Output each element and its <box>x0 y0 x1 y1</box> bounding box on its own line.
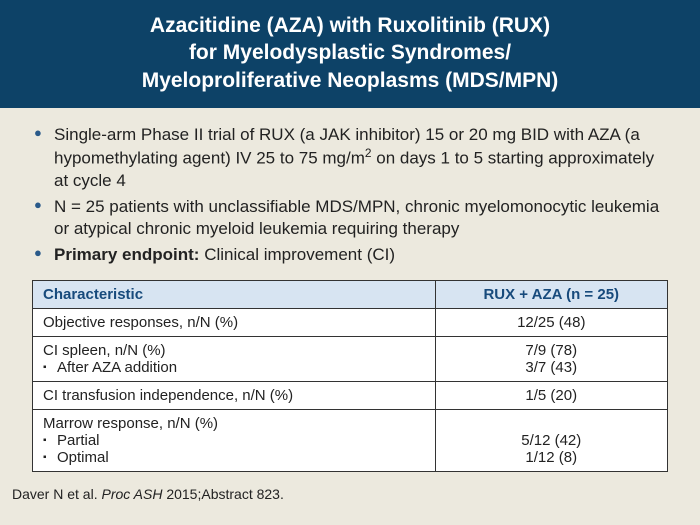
bullet-2-text: N = 25 patients with unclassifiable MDS/… <box>54 197 659 238</box>
cell-value-line: 3/7 (43) <box>525 359 577 376</box>
table-cell-characteristic: Objective responses, n/N (%) <box>33 309 436 337</box>
table-cell-value: 7/9 (78)3/7 (43) <box>435 337 667 382</box>
bullet-2: N = 25 patients with unclassifiable MDS/… <box>32 196 668 240</box>
cell-value-line: 7/9 (78) <box>525 342 577 359</box>
citation-author: Daver N et al. <box>12 486 101 502</box>
table-cell-characteristic: CI spleen, n/N (%)After AZA addition <box>33 337 436 382</box>
table-header-row: Characteristic RUX + AZA (n = 25) <box>33 281 668 309</box>
cell-value-line: 12/25 (48) <box>517 314 585 331</box>
cell-sub-text: Partial <box>43 432 425 449</box>
cell-value-line: 5/12 (42) <box>521 432 581 449</box>
title-line-2: for Myelodysplastic Syndromes/ <box>189 41 511 64</box>
cell-main-text: CI spleen, n/N (%) <box>43 342 166 359</box>
table-cell-value: 1/5 (20) <box>435 382 667 410</box>
table-header-group: RUX + AZA (n = 25) <box>435 281 667 309</box>
cell-sub-text: Optimal <box>43 449 425 466</box>
cell-main-text: Marrow response, n/N (%) <box>43 415 218 432</box>
title-line-1: Azacitidine (AZA) with Ruxolitinib (RUX) <box>150 14 550 37</box>
table-row: Marrow response, n/N (%)PartialOptimal 5… <box>33 410 668 472</box>
table-cell-characteristic: CI transfusion independence, n/N (%) <box>33 382 436 410</box>
bullet-list: Single-arm Phase II trial of RUX (a JAK … <box>32 124 668 266</box>
table-header-characteristic: Characteristic <box>33 281 436 309</box>
cell-value-line: 1/12 (8) <box>525 449 577 466</box>
table-row: CI spleen, n/N (%)After AZA addition7/9 … <box>33 337 668 382</box>
title-line-3: Myeloproliferative Neoplasms (MDS/MPN) <box>142 69 559 92</box>
cell-value-line: 1/5 (20) <box>525 387 577 404</box>
bullet-3-label: Primary endpoint: <box>54 245 199 264</box>
cell-value-line <box>549 415 553 432</box>
table-cell-value: 5/12 (42)1/12 (8) <box>435 410 667 472</box>
table-row: Objective responses, n/N (%) 12/25 (48) <box>33 309 668 337</box>
cell-main-text: Objective responses, n/N (%) <box>43 314 238 331</box>
citation-journal: Proc ASH <box>101 486 162 502</box>
table-row: CI transfusion independence, n/N (%) 1/5 … <box>33 382 668 410</box>
bullet-3: Primary endpoint: Clinical improvement (… <box>32 244 668 266</box>
citation-rest: 2015;Abstract 823. <box>162 486 283 502</box>
slide-title: Azacitidine (AZA) with Ruxolitinib (RUX)… <box>0 0 700 108</box>
results-table: Characteristic RUX + AZA (n = 25) Object… <box>32 280 668 472</box>
table-cell-characteristic: Marrow response, n/N (%)PartialOptimal <box>33 410 436 472</box>
bullet-3-rest: Clinical improvement (CI) <box>199 245 395 264</box>
table-cell-value: 12/25 (48) <box>435 309 667 337</box>
bullet-1: Single-arm Phase II trial of RUX (a JAK … <box>32 124 668 192</box>
bullet-1-sup: 2 <box>365 146 372 160</box>
slide-body: Single-arm Phase II trial of RUX (a JAK … <box>0 108 700 480</box>
cell-sub-text: After AZA addition <box>43 359 425 376</box>
citation: Daver N et al. Proc ASH 2015;Abstract 82… <box>0 480 700 502</box>
cell-main-text: CI transfusion independence, n/N (%) <box>43 387 293 404</box>
